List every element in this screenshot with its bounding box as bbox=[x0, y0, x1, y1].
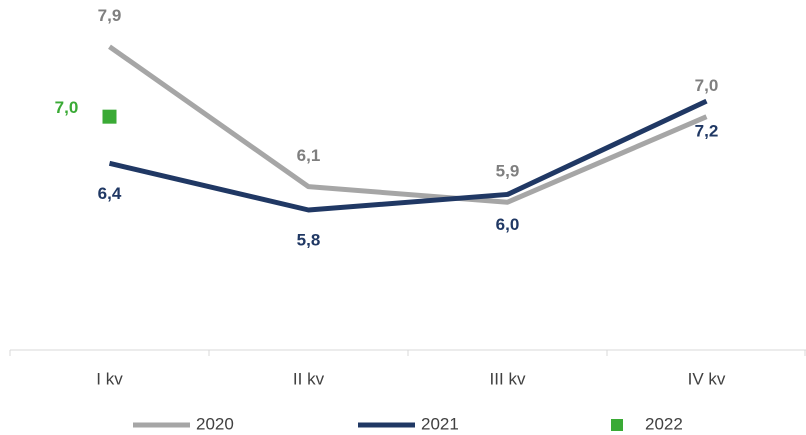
x-tick-label: IV kv bbox=[688, 369, 726, 388]
value-label: 6,0 bbox=[496, 215, 520, 234]
value-label: 7,0 bbox=[55, 98, 79, 117]
value-label: 6,1 bbox=[297, 146, 321, 165]
x-tick-label: II kv bbox=[293, 369, 325, 388]
legend-label: 2021 bbox=[421, 414, 459, 433]
value-label: 5,9 bbox=[496, 162, 520, 181]
legend-label: 2020 bbox=[196, 414, 234, 433]
value-label: 6,4 bbox=[98, 184, 122, 203]
value-label: 7,9 bbox=[98, 6, 122, 25]
marker bbox=[102, 109, 117, 124]
series-line bbox=[108, 98, 708, 213]
value-label: 7,2 bbox=[695, 122, 719, 141]
value-label: 7,0 bbox=[695, 76, 719, 95]
legend-label: 2022 bbox=[645, 414, 683, 433]
x-tick-label: III kv bbox=[490, 369, 526, 388]
value-label: 5,8 bbox=[297, 230, 321, 249]
x-tick-label: I kv bbox=[96, 369, 123, 388]
series-line bbox=[108, 44, 708, 205]
legend-swatch bbox=[611, 419, 623, 431]
